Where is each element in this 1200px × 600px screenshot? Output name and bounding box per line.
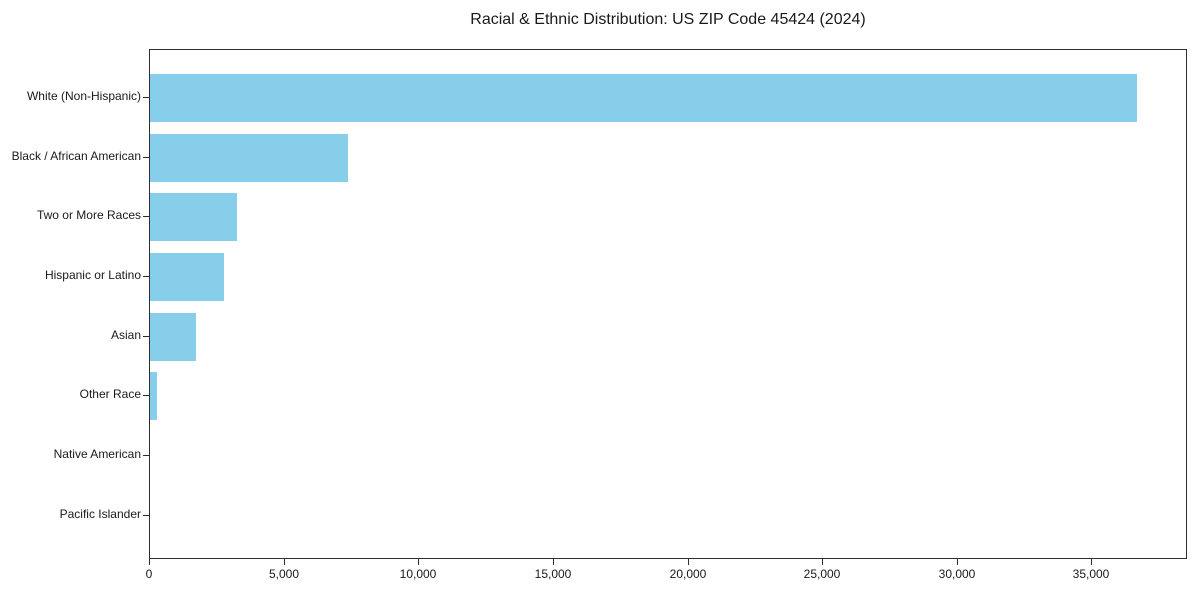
x-axis-tick-label: 35,000 [1072, 567, 1110, 581]
y-axis-label: Pacific Islander [59, 507, 141, 521]
bar-other-race [150, 372, 157, 421]
x-tick-mark [957, 559, 958, 565]
y-tick-mark [143, 157, 149, 158]
x-axis-tick-label: 5,000 [268, 567, 300, 581]
bar-black-african-american [150, 133, 348, 182]
x-axis-tick-label: 0 [145, 567, 153, 581]
x-tick-mark [688, 559, 689, 565]
bar-white-non-hispanic [150, 73, 1137, 122]
x-axis-tick-label: 30,000 [938, 567, 976, 581]
y-tick-mark [143, 97, 149, 98]
x-tick-mark [822, 559, 823, 565]
x-tick-mark [149, 559, 150, 565]
x-axis-tick-label: 15,000 [534, 567, 572, 581]
chart-title: Racial & Ethnic Distribution: US ZIP Cod… [470, 11, 866, 28]
y-tick-mark [143, 455, 149, 456]
x-tick-mark [1091, 559, 1092, 565]
x-axis-tick-label: 10,000 [399, 567, 437, 581]
y-tick-mark [143, 336, 149, 337]
y-tick-mark [143, 515, 149, 516]
bar-two-or-more-races [150, 193, 238, 242]
x-tick-mark [553, 559, 554, 565]
plot-area [149, 49, 1187, 559]
y-axis-label: Native American [53, 447, 141, 461]
y-tick-mark [143, 395, 149, 396]
x-tick-mark [284, 559, 285, 565]
x-axis-tick-label: 25,000 [803, 567, 841, 581]
x-tick-mark [418, 559, 419, 565]
bar-hispanic-or-latino [150, 252, 225, 301]
y-axis-label: Two or More Races [36, 208, 141, 222]
y-axis-label: Asian [110, 328, 141, 342]
y-axis-label: Hispanic or Latino [44, 268, 141, 282]
y-axis-label: Black / African American [11, 149, 141, 163]
y-tick-mark [143, 216, 149, 217]
y-axis-label: Other Race [79, 387, 141, 401]
x-axis-tick-label: 20,000 [669, 567, 707, 581]
bar-asian [150, 312, 196, 361]
y-axis-label: White (Non-Hispanic) [26, 89, 141, 103]
y-tick-mark [143, 276, 149, 277]
